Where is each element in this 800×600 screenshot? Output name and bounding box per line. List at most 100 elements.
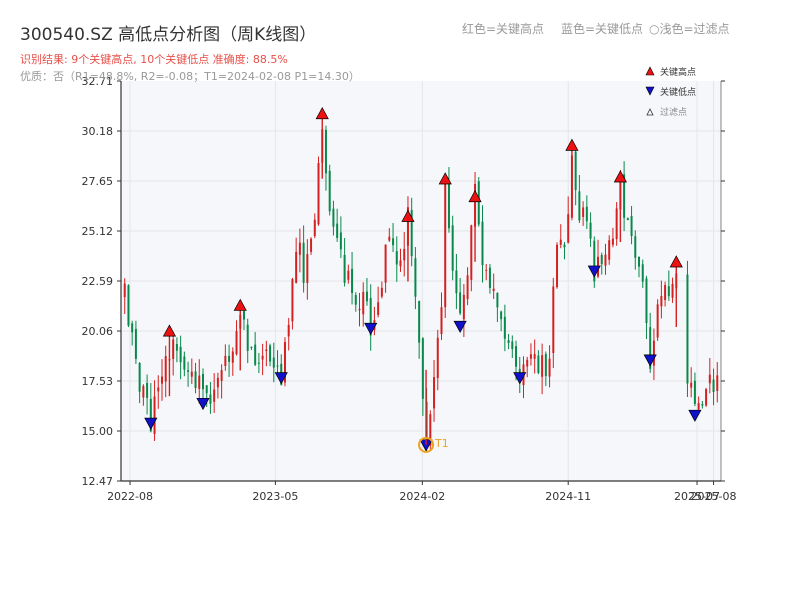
candle-body bbox=[667, 286, 670, 297]
candle-body bbox=[265, 349, 268, 351]
candle-body bbox=[421, 338, 424, 399]
legend-label-filtered: 过滤点 bbox=[660, 106, 687, 118]
x-tick-label: 2022-08 bbox=[107, 490, 153, 503]
legend-label-high: 关键高点 bbox=[660, 66, 696, 78]
candle-body bbox=[462, 294, 465, 320]
candle-body bbox=[153, 396, 156, 435]
candle-body bbox=[358, 309, 361, 311]
candle-body bbox=[503, 316, 506, 339]
legend-item-low: 关键低点 bbox=[645, 86, 696, 98]
candle-body bbox=[160, 376, 163, 384]
candle-body bbox=[388, 236, 391, 241]
candle-body bbox=[235, 331, 238, 355]
legend-label-low: 关键低点 bbox=[660, 86, 696, 98]
candle-body bbox=[220, 370, 223, 381]
candle-body bbox=[157, 387, 160, 392]
candle-body bbox=[254, 344, 257, 365]
t1-circle bbox=[418, 436, 435, 453]
candle-body bbox=[164, 356, 167, 382]
candle-body bbox=[459, 292, 462, 314]
candle-body bbox=[250, 346, 253, 348]
key-high-marker bbox=[233, 298, 247, 311]
candle-body bbox=[213, 389, 216, 402]
candle-body bbox=[231, 351, 234, 363]
candlestick-series bbox=[123, 125, 719, 453]
candle-body bbox=[138, 362, 141, 392]
candle-body bbox=[477, 181, 480, 225]
candle-body bbox=[403, 248, 406, 261]
candle-body bbox=[656, 304, 659, 338]
candle-body bbox=[310, 238, 313, 252]
candle-body bbox=[228, 355, 231, 362]
candle-body bbox=[556, 244, 559, 288]
key-low-marker bbox=[453, 320, 467, 333]
candle-body bbox=[455, 270, 458, 294]
candle-body bbox=[183, 356, 186, 370]
candle-body bbox=[410, 209, 413, 257]
candle-body bbox=[146, 382, 149, 398]
key-low-marker bbox=[144, 417, 158, 430]
candle-body bbox=[701, 404, 704, 406]
candle-body bbox=[693, 380, 696, 404]
candle-body bbox=[544, 354, 547, 376]
candle-body bbox=[392, 238, 395, 246]
candle-body bbox=[615, 208, 618, 240]
candle-body bbox=[485, 269, 488, 271]
candle-body bbox=[660, 296, 663, 307]
candle-body bbox=[295, 251, 298, 283]
candle-body bbox=[399, 260, 402, 267]
legend-item-high: 关键高点 bbox=[645, 66, 696, 78]
candle-body bbox=[317, 163, 320, 225]
candle-body bbox=[548, 358, 551, 377]
header-legend-low: 蓝色=关键低点 bbox=[561, 22, 643, 36]
key-high-marker bbox=[315, 107, 329, 120]
candle-body bbox=[436, 337, 439, 379]
candle-body bbox=[187, 370, 190, 372]
candle-body bbox=[324, 129, 327, 174]
candle-body bbox=[205, 385, 208, 394]
candle-body bbox=[351, 268, 354, 294]
candle-body bbox=[194, 371, 197, 389]
candle-body bbox=[712, 379, 715, 393]
candle-body bbox=[380, 287, 383, 297]
candle-body bbox=[269, 345, 272, 362]
candle-body bbox=[705, 389, 708, 406]
candle-body bbox=[362, 291, 365, 315]
candle-body bbox=[488, 267, 491, 288]
y-tick-label: 27.65 bbox=[82, 175, 114, 188]
key-low-marker bbox=[688, 409, 702, 422]
candle-body bbox=[216, 377, 219, 388]
candle-body bbox=[716, 375, 719, 391]
candle-body bbox=[224, 355, 227, 366]
candle-body bbox=[287, 324, 290, 337]
candle-body bbox=[608, 240, 611, 260]
candle-body bbox=[283, 341, 286, 383]
candle-body bbox=[332, 208, 335, 227]
key-low-marker bbox=[587, 265, 601, 278]
key-high-marker bbox=[468, 190, 482, 203]
candle-body bbox=[611, 238, 614, 245]
candle-body bbox=[541, 355, 544, 377]
candle-body bbox=[652, 340, 655, 366]
candle-body bbox=[298, 242, 301, 255]
candle-body bbox=[515, 346, 518, 367]
candle-body bbox=[433, 377, 436, 409]
candle-body bbox=[604, 254, 607, 266]
result-line: 识别结果: 9个关键高点, 10个关键低点 准确度: 88.5% bbox=[20, 52, 288, 66]
key-high-marker bbox=[669, 255, 683, 268]
candle-body bbox=[377, 302, 380, 315]
candle-body bbox=[671, 283, 674, 298]
candle-body bbox=[291, 279, 294, 322]
t1-label: T1 bbox=[434, 437, 449, 450]
candle-body bbox=[537, 355, 540, 373]
candle-body bbox=[563, 244, 566, 248]
candle-body bbox=[623, 174, 626, 218]
candle-body bbox=[649, 327, 652, 369]
candle-body bbox=[328, 170, 331, 212]
candle-body bbox=[447, 184, 450, 229]
candle-body bbox=[313, 219, 316, 237]
key-point-markers: T1 bbox=[144, 107, 702, 453]
header-legend-high: 红色=关键高点 bbox=[462, 21, 544, 36]
candle-body bbox=[131, 323, 134, 333]
key-low-marker bbox=[274, 372, 288, 385]
